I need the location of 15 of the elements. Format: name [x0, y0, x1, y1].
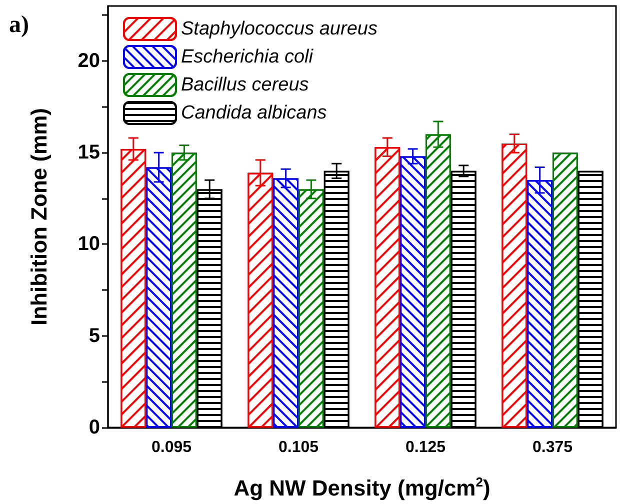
legend-label: Escherichia coli — [181, 46, 314, 68]
x-tick-label: 0.095 — [151, 439, 192, 456]
x-tick-label: 0.105 — [278, 439, 319, 456]
legend-label: Candida albicans — [181, 102, 328, 124]
chart-title: a) — [9, 12, 29, 38]
y-tick-label: 15 — [78, 142, 100, 164]
legend-label: Staphylococcus aureus — [181, 18, 378, 40]
x-tick-label: 0.125 — [405, 439, 446, 456]
y-tick-label: 10 — [78, 233, 100, 256]
y-axis-title: Inhibition Zone (mm) — [26, 108, 52, 326]
legend-label: Bacillus cereus — [181, 74, 310, 96]
y-tick-label: 0 — [88, 416, 100, 438]
y-tick-label: 20 — [78, 50, 100, 72]
x-tick-label: 0.375 — [532, 439, 573, 456]
y-tick-label: 5 — [88, 324, 100, 347]
